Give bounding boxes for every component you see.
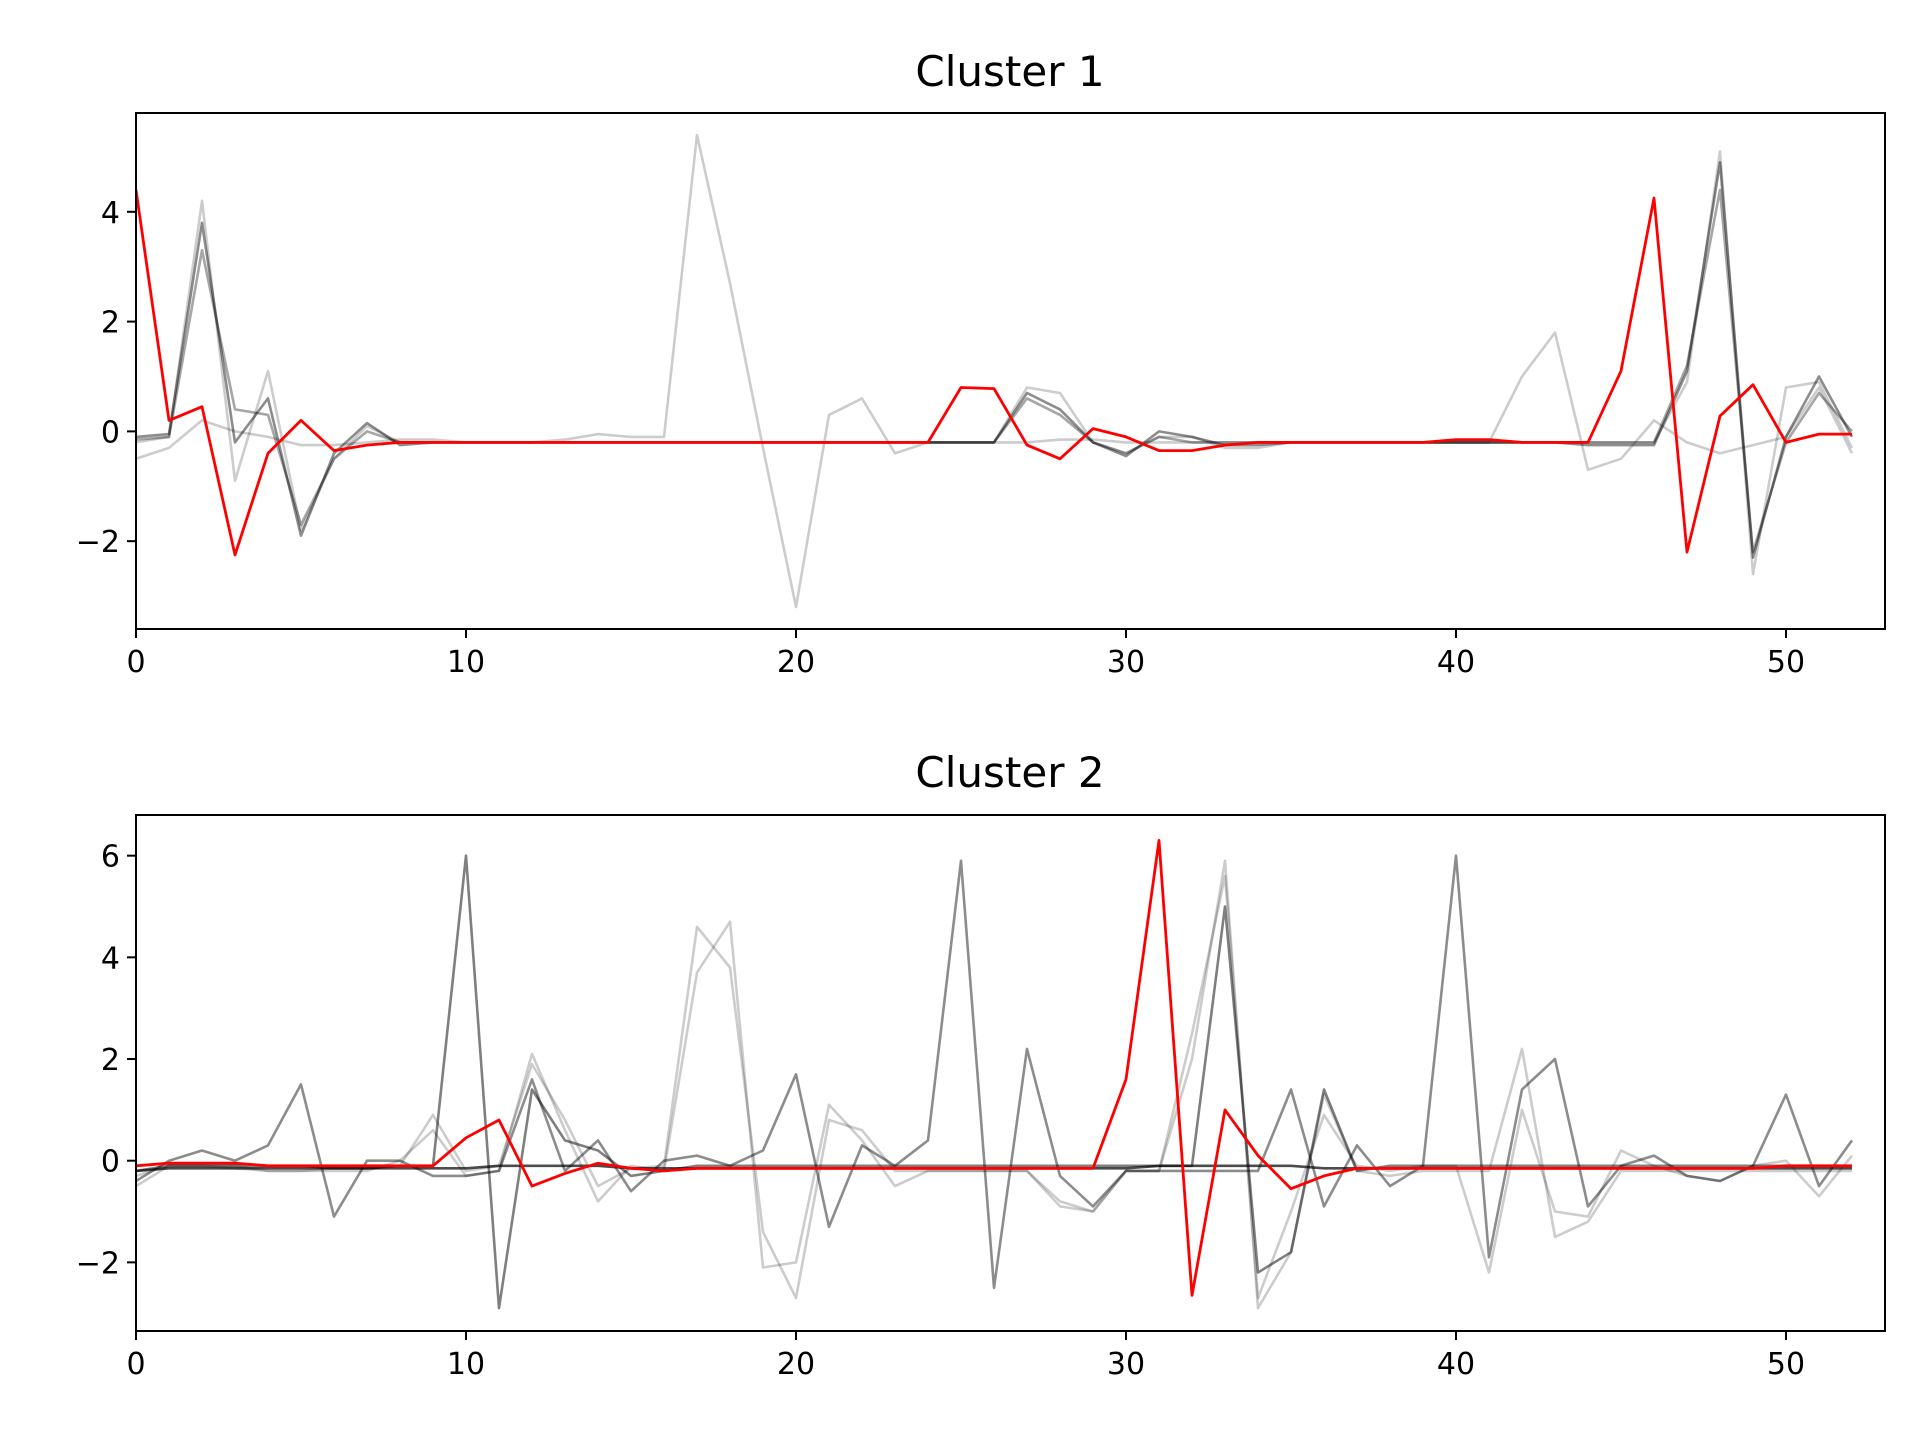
cluster-1-member-line-3 <box>136 188 1853 554</box>
x-tick-label: 20 <box>777 1347 815 1382</box>
y-tick-label: 0 <box>101 1145 120 1180</box>
cluster-1-member-line-2 <box>136 150 1854 576</box>
cluster-1-panel: Cluster 1 0 10 20 30 40 50 −2 0 2 4 <box>76 47 1886 680</box>
cluster-2-member-line-3 <box>136 854 1854 1290</box>
y-tick-label: −2 <box>76 525 120 560</box>
y-tick-label: 2 <box>101 306 120 341</box>
cluster-2-highlight-line <box>136 839 1852 1297</box>
x-tick-label: 0 <box>126 1347 145 1382</box>
cluster-2-plot-frame <box>135 814 1886 1332</box>
cluster-2-member-line-2 <box>136 874 1854 1300</box>
y-tick-label: 2 <box>101 1043 120 1078</box>
x-tick-label: 40 <box>1437 645 1475 680</box>
cluster-2-member-line-1 <box>136 859 1852 1310</box>
x-tick-label: 10 <box>447 1347 485 1382</box>
cluster-2-lines <box>136 839 1854 1310</box>
cluster-1-highlight-line <box>136 189 1852 557</box>
x-tick-label: 20 <box>777 645 815 680</box>
cluster-2-title: Cluster 2 <box>915 748 1104 797</box>
cluster-1-title: Cluster 1 <box>915 47 1104 96</box>
x-tick-label: 30 <box>1107 645 1145 680</box>
x-tick-label: 50 <box>1767 1347 1805 1382</box>
x-tick-label: 30 <box>1107 1347 1145 1382</box>
y-tick-label: −2 <box>76 1246 120 1281</box>
cluster-2-member-line-4 <box>136 854 1852 1310</box>
x-tick-label: 10 <box>447 645 485 680</box>
cluster-1-member-line-4 <box>136 161 1854 559</box>
cluster-1-lines <box>136 133 1854 609</box>
y-tick-label: 6 <box>101 840 120 875</box>
cluster-2-panel: Cluster 2 0 10 20 30 40 50 −2 0 2 4 6 <box>76 748 1886 1382</box>
cluster-1-plot-frame <box>135 112 1886 630</box>
x-tick-label: 0 <box>126 645 145 680</box>
y-tick-label: 0 <box>101 415 120 450</box>
cluster-1-member-line-1 <box>136 133 1854 609</box>
y-tick-label: 4 <box>101 941 120 976</box>
x-tick-label: 50 <box>1767 645 1805 680</box>
x-tick-label: 40 <box>1437 1347 1475 1382</box>
y-tick-label: 4 <box>101 196 120 231</box>
